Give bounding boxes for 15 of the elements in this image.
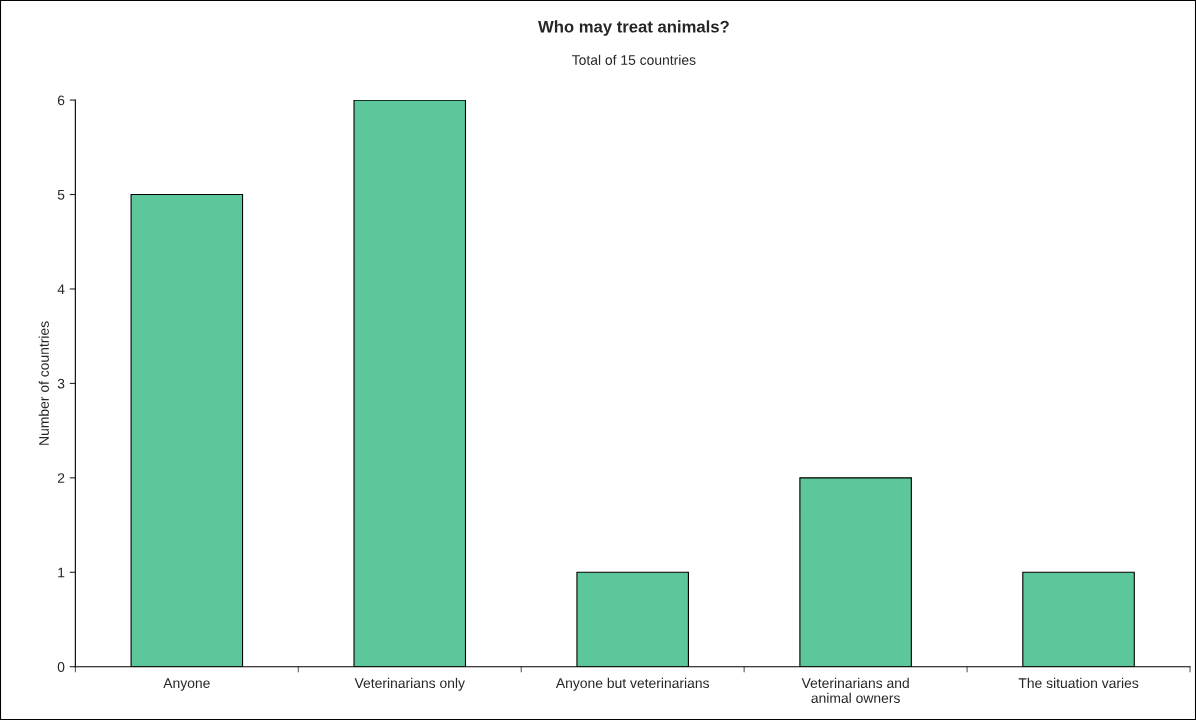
x-tick-label: Anyone but veterinarians bbox=[555, 677, 710, 691]
y-tick-label: 1 bbox=[58, 567, 65, 578]
chart-title: Who may treat animals? bbox=[538, 20, 729, 36]
x-tick-label: Veterinarians and animal owners bbox=[801, 677, 909, 703]
chart-subtitle: Total of 15 countries bbox=[572, 54, 696, 65]
y-tick-label: 2 bbox=[57, 473, 65, 483]
x-tick-label: Anyone bbox=[163, 678, 210, 691]
y-tick-label: 4 bbox=[57, 284, 65, 294]
y-axis-title: Number of countries bbox=[38, 321, 49, 445]
x-tick-label: The situation varies bbox=[1018, 677, 1139, 689]
y-tick-label: 3 bbox=[57, 378, 65, 389]
y-tick-label: 0 bbox=[57, 662, 65, 672]
x-tick-label: Veterinarians only bbox=[354, 677, 465, 691]
y-tick-label: 6 bbox=[57, 95, 65, 106]
y-tick-label: 5 bbox=[57, 190, 65, 200]
